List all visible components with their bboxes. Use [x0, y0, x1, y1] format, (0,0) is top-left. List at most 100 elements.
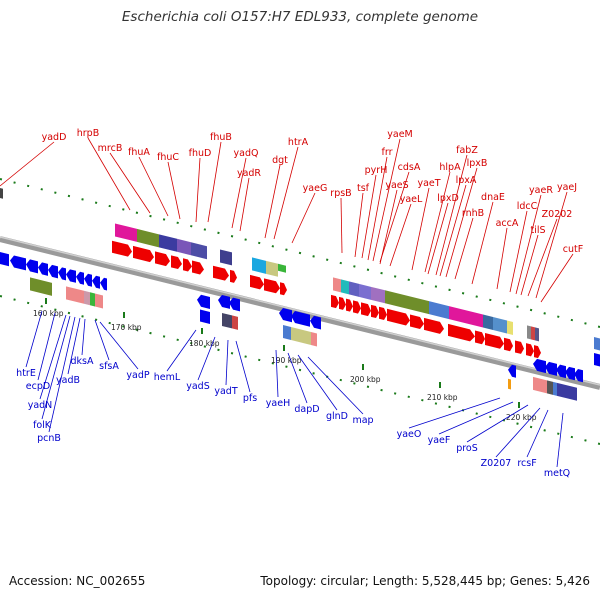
feature-block [483, 314, 493, 331]
forward-gene-arrow [410, 314, 424, 329]
gene-label-fhuA: fhuA [128, 147, 150, 158]
feature-block [333, 277, 341, 293]
forward-gene-arrow [353, 300, 361, 314]
label-leader-line [41, 315, 71, 420]
gene-label-sfsA: sfsA [99, 361, 119, 372]
forward-gene-arrow [155, 251, 170, 267]
feature-block [30, 277, 52, 296]
forward-gene-arrow [213, 265, 229, 281]
label-leader-line [207, 141, 222, 223]
gene-label-tilS: tilS [530, 225, 545, 236]
forward-gene-arrow [371, 304, 379, 319]
gene-label-hemL: hemL [154, 372, 181, 383]
label-leader-line [526, 409, 549, 458]
forward-gene-arrow [331, 294, 339, 309]
gene-label-ldcC: ldcC [517, 201, 538, 212]
gene-label-dapD: dapD [294, 404, 319, 415]
gene-label-pcnB: pcnB [37, 433, 61, 444]
reverse-gene-arrow [574, 369, 583, 383]
forward-gene-arrow [183, 258, 192, 272]
forward-gene-arrow [171, 255, 182, 270]
gene-label-map: map [352, 415, 373, 426]
reverse-gene-arrow [66, 269, 76, 283]
label-leader-line [67, 317, 81, 375]
gene-label-cutF: cutF [563, 244, 583, 255]
gene-label-htrA: htrA [288, 137, 309, 148]
label-leader-line [37, 312, 56, 381]
label-leader-line [438, 401, 514, 435]
reverse-gene-arrow [200, 309, 210, 324]
gene-label-yaeL: yaeL [400, 194, 423, 205]
label-leader-line [264, 164, 281, 239]
label-leader-line [361, 174, 377, 259]
label-leader-line [367, 156, 388, 261]
forward-arrows [112, 240, 541, 359]
reverse-gene-arrow [218, 294, 230, 309]
gene-label-yadN: yadN [28, 400, 53, 411]
feature-block [349, 281, 359, 297]
label-leader-line [39, 314, 67, 400]
label-leader-line [197, 336, 216, 381]
gene-label-yaeJ: yaeJ [557, 182, 577, 193]
forward-gene-arrow [250, 274, 264, 290]
forward-gene-arrow [133, 245, 154, 263]
label-leader-line [354, 192, 364, 258]
gene-label-yaeS: yaeS [385, 180, 408, 191]
label-leader-line [556, 412, 564, 468]
gene-label-frr: frr [382, 147, 393, 158]
reverse-gene-arrow [100, 277, 107, 291]
label-leader-line [408, 397, 501, 429]
label-leader-line [471, 201, 494, 285]
label-leader-line [496, 227, 508, 290]
reverse-gene-arrow [556, 364, 566, 379]
label-leader-line [535, 191, 568, 299]
label-leader-line [427, 202, 449, 275]
gene-label-lpxB: lpxB [467, 158, 488, 169]
forward-gene-arrow [526, 343, 534, 357]
reverse-gene-arrow [291, 311, 310, 327]
feature-block [385, 290, 429, 315]
gene-label-fhuD: fhuD [189, 148, 212, 159]
gene-label-metQ: metQ [544, 468, 570, 479]
feature-block [232, 315, 238, 330]
tick-label: 170 kbp [111, 323, 142, 332]
feature-block [0, 188, 3, 199]
label-leader-line [527, 218, 558, 297]
reverse-gene-arrow [310, 315, 321, 330]
reverse-gene-arrow [84, 273, 92, 287]
label-leader-line [291, 192, 316, 244]
gene-label-Z0207: Z0207 [481, 458, 512, 469]
forward-gene-arrow [448, 323, 475, 342]
gene-label-cdsA: cdsA [398, 162, 421, 173]
forward-gene-arrow [534, 345, 541, 359]
reverse-gene-arrow [565, 366, 575, 381]
feature-block [527, 325, 531, 340]
label-leader-line [466, 404, 529, 443]
feature-block [371, 286, 385, 304]
gene-label-yadS: yadS [186, 381, 210, 392]
label-leader-line [372, 138, 401, 262]
gene-label-folK: folK [33, 420, 52, 431]
gene-label-accA: accA [496, 218, 519, 229]
gene-label-hrpB: hrpB [77, 128, 99, 139]
gene-label-rpsB: rpsB [330, 188, 351, 199]
label-leader-line [389, 203, 412, 267]
forward-gene-arrow [504, 337, 513, 352]
gene-label-yadR: yadR [237, 168, 261, 179]
gene-label-yaeR: yaeR [529, 185, 553, 196]
map-title: Escherichia coli O157:H7 EDL933, complet… [121, 9, 479, 25]
forward-guide-line [0, 178, 600, 328]
feature-block [84, 290, 90, 306]
forward-gene-arrow [424, 317, 444, 334]
reverse-gene-arrow [229, 297, 240, 312]
forward-gene-arrow [379, 306, 387, 321]
gene-label-proS: proS [456, 443, 478, 454]
gene-label-yaeM: yaeM [387, 129, 413, 140]
label-leader-line [275, 349, 279, 398]
label-leader-line [138, 156, 169, 217]
scale-ticks: 160 kbp 170 kbp 180 kbp 190 kbp 200 kbp 210 k… [33, 298, 537, 422]
reverse-gene-arrow [48, 264, 58, 279]
forward-feature-blocks [115, 223, 539, 342]
label-leader-line [297, 354, 338, 411]
